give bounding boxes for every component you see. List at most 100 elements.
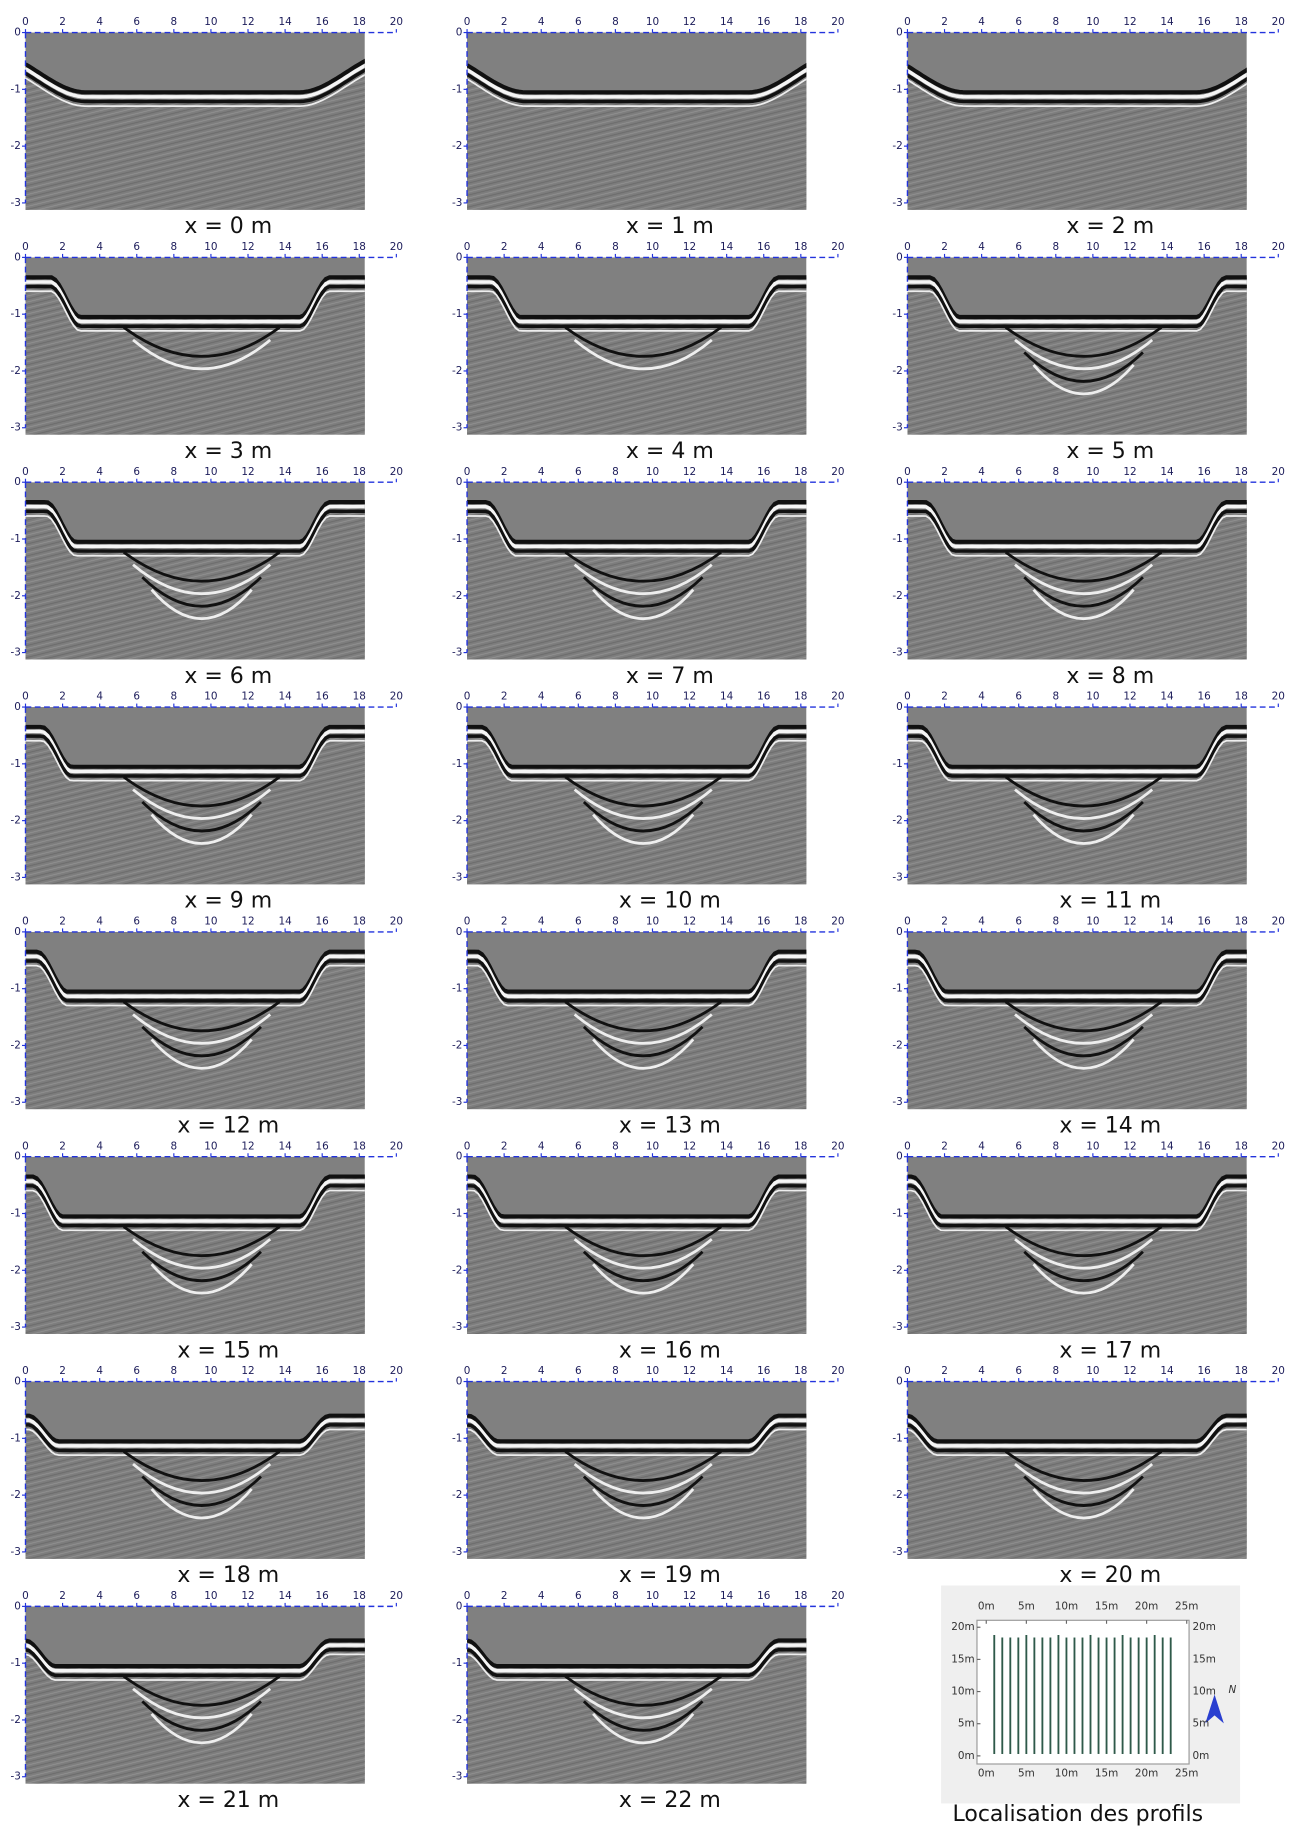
reflector	[25, 1638, 365, 1669]
reflector	[25, 73, 365, 108]
depth-tick-label: -1	[892, 83, 902, 95]
north-arrow	[1205, 1694, 1224, 1724]
x-tick-label: 10	[1086, 691, 1099, 703]
reflector	[467, 729, 807, 774]
radargram-panel: 0 2 4 6 8 10 12 14 16 18 20 0 -1 -2 -3 x = 0 m	[10, 16, 403, 239]
depth-tick-label: -2	[452, 815, 462, 827]
x-tick-label: 8	[612, 691, 619, 703]
x-tick-label: 2	[501, 915, 508, 927]
x-tick-label: 4	[978, 466, 985, 478]
x-tick-label: 20	[1272, 241, 1285, 253]
radargram-image	[467, 1606, 807, 1784]
bowl-reflector	[132, 1013, 272, 1045]
reflector	[907, 1189, 1247, 1232]
map-x-tick-label: 0m	[978, 1767, 995, 1779]
bowl-reflector	[582, 1250, 704, 1282]
depth-tick-label: 0	[14, 251, 21, 263]
panel-caption: x = 18 m	[177, 1563, 279, 1588]
map-y-tick-label: 20m	[1193, 1621, 1216, 1633]
radargram-image	[467, 1156, 807, 1335]
x-tick-label: 16	[316, 241, 329, 253]
reflector	[467, 1184, 807, 1228]
x-tick-label: 20	[1272, 466, 1285, 478]
reflector	[467, 1647, 807, 1678]
x-tick-label: 2	[501, 1590, 508, 1602]
reflector	[25, 1418, 365, 1448]
x-tick-label: 10	[646, 241, 659, 253]
bowl-reflector	[592, 588, 695, 621]
x-tick-label: 16	[1197, 16, 1210, 28]
x-tick-label: 8	[171, 915, 178, 927]
reflector	[907, 64, 1247, 95]
bowl-reflector	[582, 576, 704, 608]
reflector	[467, 1418, 807, 1448]
x-tick-label: 10	[204, 1140, 217, 1152]
bowl-reflector	[1023, 801, 1144, 833]
bowl-reflector	[564, 1450, 722, 1482]
panel-caption: x = 20 m	[1059, 1563, 1161, 1588]
depth-tick-label: -1	[452, 983, 462, 995]
x-tick-label: 12	[241, 466, 254, 478]
map-y-tick-label: 10m	[1193, 1686, 1216, 1698]
reflector	[467, 290, 807, 332]
x-tick-label: 8	[612, 1140, 619, 1152]
x-tick-label: 10	[1086, 1140, 1099, 1152]
bowl-reflector	[1004, 775, 1163, 808]
x-tick-label: 10	[1086, 466, 1099, 478]
x-tick-label: 8	[612, 1365, 619, 1377]
depth-tick-label: -2	[452, 1264, 462, 1276]
bowl-reflector	[1014, 338, 1154, 371]
reflector	[467, 949, 807, 994]
radargram-image	[907, 931, 1247, 1110]
x-tick-label: 6	[1015, 1365, 1022, 1377]
reflector	[25, 1653, 365, 1681]
panel-caption: x = 12 m	[177, 1114, 279, 1139]
bowl-reflector	[141, 801, 262, 833]
depth-tick-label: -3	[892, 1546, 902, 1558]
map-x-tick-label: 20m	[1135, 1600, 1158, 1612]
bowl-reflector	[1014, 1462, 1154, 1495]
radargram-image	[907, 1156, 1247, 1335]
x-tick-label: 8	[171, 1590, 178, 1602]
reflector	[25, 504, 365, 549]
x-tick-label: 18	[794, 1140, 807, 1152]
reflector	[25, 1174, 365, 1219]
radargram-image	[25, 32, 365, 210]
x-tick-label: 6	[575, 466, 582, 478]
x-tick-label: 20	[831, 1140, 844, 1152]
x-tick-label: 0	[904, 466, 911, 478]
bowl-reflector	[122, 551, 281, 583]
x-tick-label: 6	[575, 16, 582, 28]
radargram-image	[467, 32, 807, 210]
radargram-panel: 0 2 4 6 8 10 12 14 16 18 20 0 -1 -2 -3 x = 4 m	[452, 241, 845, 464]
x-tick-label: 14	[278, 1140, 292, 1152]
x-tick-label: 10	[204, 1590, 217, 1602]
x-tick-label: 8	[171, 466, 178, 478]
depth-tick-label: -3	[892, 647, 902, 659]
x-tick-label: 4	[538, 691, 545, 703]
map-y-tick-label: 5m	[1193, 1718, 1210, 1730]
depth-tick-label: -1	[10, 983, 20, 995]
x-tick-label: 20	[831, 16, 844, 28]
bowl-reflector	[1032, 813, 1135, 845]
map-y-tick-label: 0m	[958, 1750, 975, 1762]
reflector	[467, 1638, 807, 1669]
x-tick-label: 14	[720, 16, 734, 28]
x-tick-label: 14	[720, 1140, 734, 1152]
x-tick-label: 10	[646, 16, 659, 28]
x-tick-label: 8	[612, 1590, 619, 1602]
map-title: Localisation des profils	[953, 1802, 1204, 1827]
panel-caption: x = 21 m	[177, 1788, 279, 1813]
depth-tick-label: -3	[892, 197, 902, 209]
depth-tick-label: 0	[896, 476, 903, 488]
x-tick-label: 14	[1160, 466, 1174, 478]
x-tick-label: 0	[22, 1140, 29, 1152]
bowl-reflector	[1032, 363, 1135, 396]
reflector	[907, 275, 1247, 319]
reflector	[25, 68, 365, 104]
x-tick-label: 14	[278, 691, 292, 703]
x-tick-label: 18	[1235, 16, 1248, 28]
bowl-reflector	[1014, 788, 1154, 820]
x-tick-label: 4	[96, 1365, 103, 1377]
radargram-panel: 0 2 4 6 8 10 12 14 16 18 20 0 -1 -2 -3 x = 21 m	[10, 1590, 403, 1813]
